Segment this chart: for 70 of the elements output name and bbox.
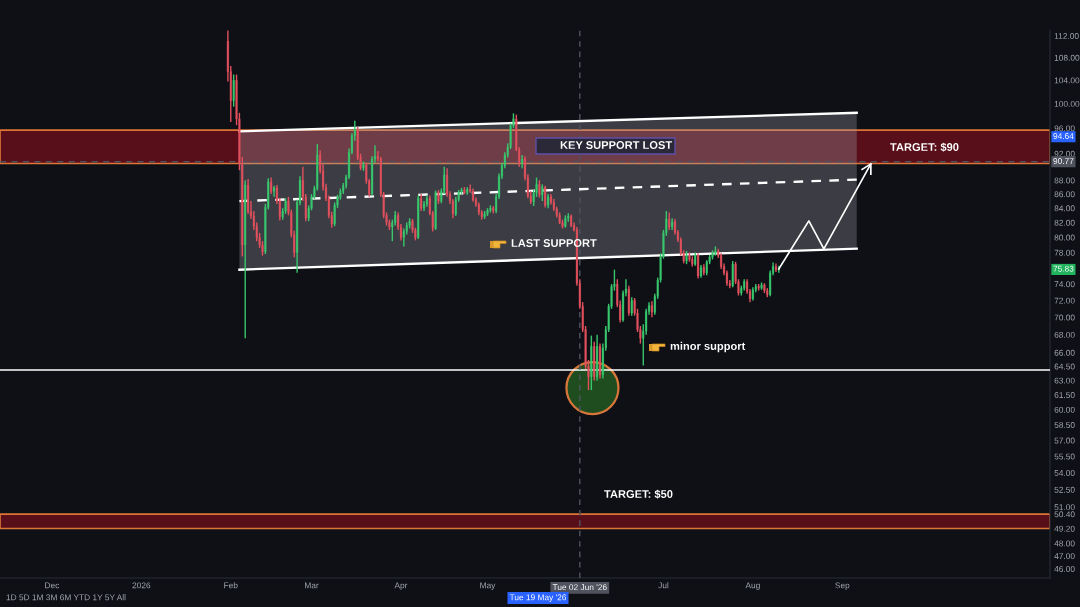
y-tick-label: 49.20 bbox=[1054, 525, 1075, 532]
candlestick bbox=[777, 265, 780, 274]
x-tick-label: Sep bbox=[835, 582, 850, 590]
annotation: KEY SUPPORT LOST bbox=[560, 141, 673, 149]
x-tick-label: Dec bbox=[45, 582, 60, 589]
y-tick-label: 60.00 bbox=[1054, 406, 1075, 413]
candlestick bbox=[437, 189, 440, 205]
annotation: TARGET: $90 bbox=[890, 142, 959, 152]
y-tick-label: 80.00 bbox=[1054, 234, 1075, 241]
candlestick bbox=[630, 296, 633, 317]
y-tick-label: 78.00 bbox=[1054, 249, 1075, 256]
y-tick-label: 61.50 bbox=[1054, 392, 1075, 398]
candlestick bbox=[486, 207, 489, 217]
x-tick-label: May bbox=[480, 582, 496, 590]
candlestick bbox=[590, 334, 593, 391]
y-tick-label: 58.50 bbox=[1054, 422, 1075, 428]
x-tick-label: Apr bbox=[394, 582, 408, 590]
x-tick-label: 2026 bbox=[132, 582, 151, 589]
candlestick bbox=[558, 211, 561, 225]
y-tick-label: 54.00 bbox=[1054, 469, 1075, 476]
annotation: 75.83 bbox=[1053, 265, 1074, 272]
y-tick-label: 82.00 bbox=[1054, 219, 1075, 226]
x-tick-label: Aug bbox=[745, 582, 760, 590]
candlestick bbox=[760, 281, 763, 291]
candlestick bbox=[593, 341, 596, 382]
candlestick bbox=[232, 73, 235, 108]
candlestick bbox=[763, 282, 766, 294]
x-tick-label: Feb bbox=[224, 582, 238, 589]
y-tick-label: 46.00 bbox=[1054, 566, 1075, 572]
candlestick bbox=[731, 260, 734, 289]
candlestick bbox=[362, 160, 365, 172]
y-tick-label: 47.00 bbox=[1054, 553, 1075, 560]
candlestick bbox=[417, 194, 420, 240]
ref-line-label: 90.77 bbox=[1053, 158, 1074, 164]
candlestick bbox=[408, 217, 411, 230]
annotation: minor support bbox=[670, 341, 746, 353]
y-tick-label: 84.00 bbox=[1054, 205, 1075, 212]
y-tick-label: 51.00 bbox=[1054, 504, 1075, 511]
candlestick bbox=[538, 179, 541, 199]
candlestick bbox=[688, 251, 691, 263]
y-tick-label: 108.00 bbox=[1054, 54, 1080, 61]
x-tick-label: Jul bbox=[658, 582, 669, 589]
y-tick-label: 96.00 bbox=[1054, 125, 1075, 132]
y-tick-label: 100.00 bbox=[1054, 100, 1080, 107]
y-tick-label: 88.00 bbox=[1054, 177, 1075, 184]
y-tick-label: 52.50 bbox=[1054, 486, 1075, 493]
annotation: TARGET: $50 bbox=[604, 489, 673, 499]
y-tick-label: 68.00 bbox=[1054, 331, 1075, 338]
y-tick-label: 55.50 bbox=[1054, 453, 1075, 460]
y-tick-label: 70.00 bbox=[1054, 314, 1075, 321]
y-tick-label: 86.00 bbox=[1054, 191, 1075, 198]
y-tick-label: 57.00 bbox=[1054, 437, 1075, 444]
y-tick-label: 63.00 bbox=[1054, 377, 1075, 384]
candlestick bbox=[711, 249, 714, 261]
y-tick-label: 112.00 bbox=[1054, 33, 1079, 39]
text: Tue 19 May '26 bbox=[509, 594, 567, 602]
candlestick bbox=[434, 189, 437, 231]
y-tick-label: 72.00 bbox=[1054, 297, 1075, 304]
y-tick-label: 104.00 bbox=[1054, 77, 1080, 84]
ref-line-label: Tue 02 Jun '26 bbox=[552, 584, 607, 591]
y-tick-label: 64.50 bbox=[1054, 363, 1075, 370]
y-tick-label: 92.00 bbox=[1054, 150, 1075, 157]
y-tick-label: 50.40 bbox=[1054, 511, 1075, 518]
x-tick-label: Mar bbox=[305, 582, 319, 589]
text: 1D 5D 1M 3M 6M YTD 1Y 5Y All bbox=[6, 594, 126, 601]
y-tick-label: 48.00 bbox=[1054, 540, 1075, 547]
annotation: 94.64 bbox=[1053, 133, 1074, 139]
y-tick-label: 74.00 bbox=[1054, 281, 1075, 288]
candlestick bbox=[685, 250, 688, 265]
y-tick-label: 66.00 bbox=[1054, 349, 1075, 356]
